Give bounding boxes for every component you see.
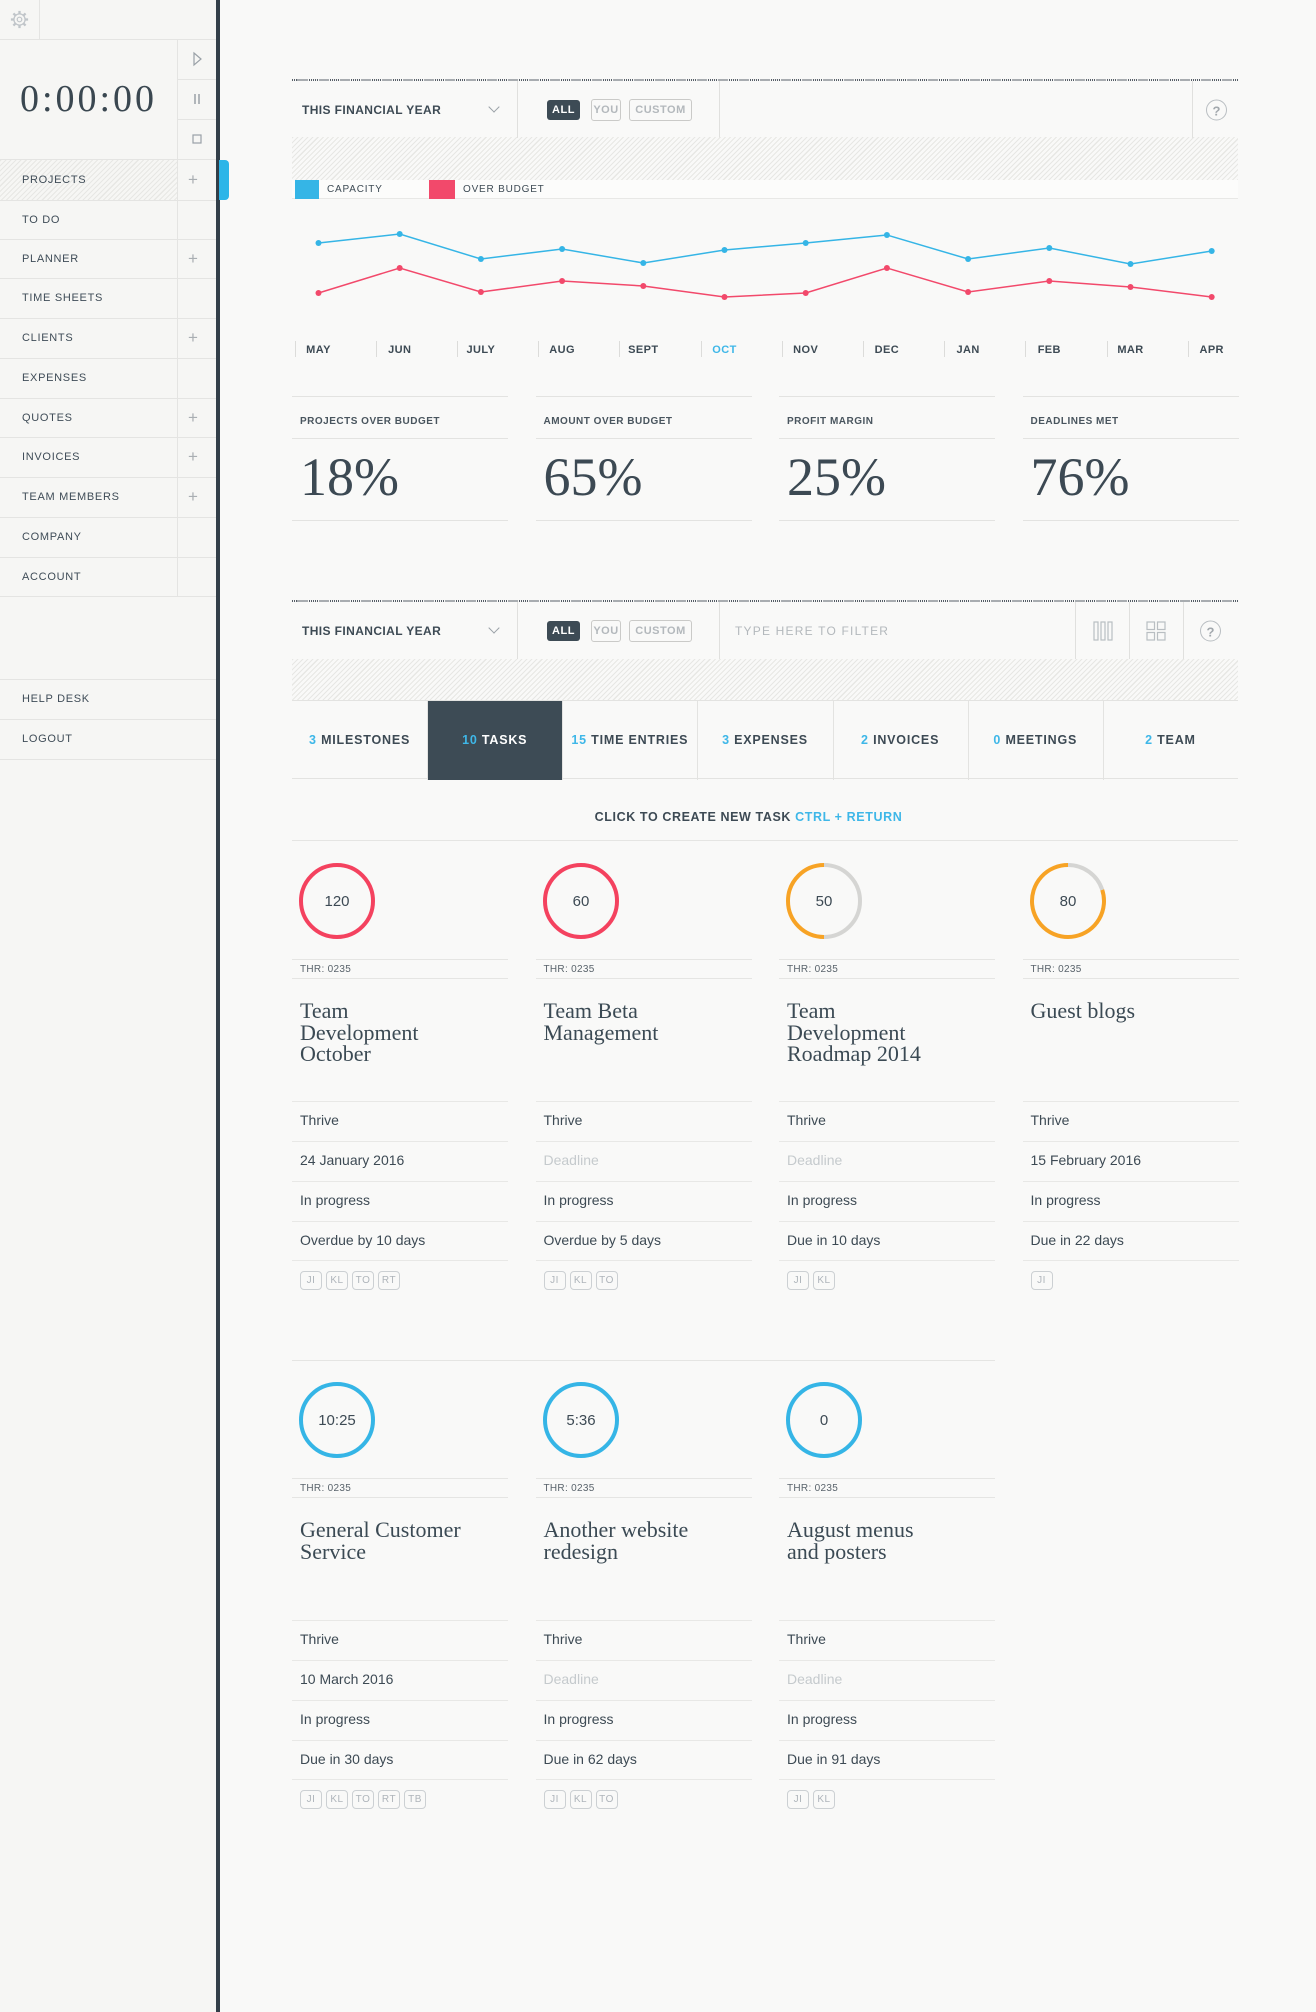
svg-text:5:36: 5:36 (566, 1412, 595, 1429)
svg-text:0: 0 (820, 1412, 828, 1429)
svg-text:50: 50 (816, 893, 833, 910)
svg-text:60: 60 (572, 893, 589, 910)
svg-text:80: 80 (1059, 893, 1076, 910)
svg-text:120: 120 (324, 893, 349, 910)
svg-text:10:25: 10:25 (318, 1412, 356, 1429)
